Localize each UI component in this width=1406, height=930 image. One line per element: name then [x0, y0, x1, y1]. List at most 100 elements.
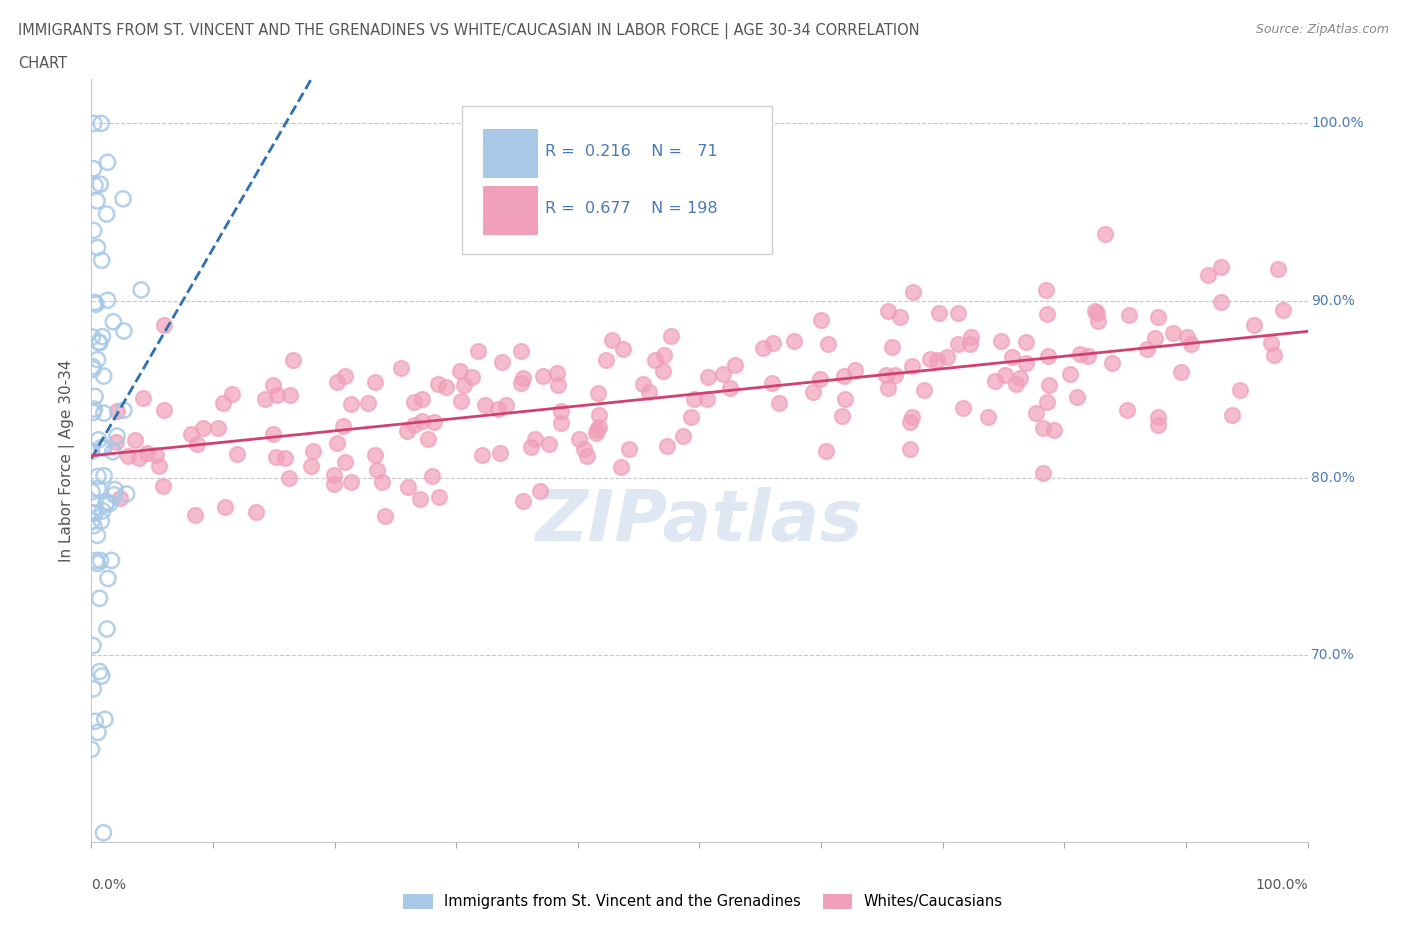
Point — [1085, 306, 1108, 321]
Point — [815, 444, 838, 458]
Point — [402, 394, 425, 409]
Point — [718, 380, 741, 395]
Point — [179, 427, 201, 442]
Point — [84, 297, 107, 312]
Point — [1229, 382, 1251, 397]
Point — [946, 337, 969, 352]
Point — [1146, 410, 1168, 425]
Point — [711, 367, 734, 382]
Point — [84, 714, 107, 729]
Point — [619, 442, 641, 457]
Point — [723, 358, 745, 373]
Point — [1175, 330, 1198, 345]
Point — [817, 337, 839, 352]
Point — [87, 724, 110, 739]
Point — [936, 350, 959, 365]
Point — [184, 508, 207, 523]
Point — [333, 455, 356, 470]
Point — [356, 395, 378, 410]
Point — [918, 352, 941, 366]
Point — [82, 161, 104, 176]
Point — [426, 377, 449, 392]
Point — [89, 591, 111, 605]
Point — [86, 193, 108, 208]
Point — [86, 556, 108, 571]
Point — [364, 448, 387, 463]
Point — [103, 487, 125, 502]
Point — [510, 343, 533, 358]
Point — [491, 354, 513, 369]
Point — [366, 462, 388, 477]
Point — [946, 306, 969, 321]
Point — [1032, 465, 1054, 480]
Text: 0.0%: 0.0% — [91, 878, 127, 892]
Point — [87, 335, 110, 350]
Point — [609, 459, 631, 474]
Point — [529, 484, 551, 498]
Point — [83, 116, 105, 131]
Point — [136, 445, 159, 460]
Point — [898, 415, 921, 430]
Point — [638, 384, 661, 399]
Point — [339, 396, 361, 411]
Point — [280, 387, 302, 402]
Point — [325, 436, 347, 451]
Point — [262, 427, 284, 442]
Point — [762, 336, 785, 351]
Point — [266, 387, 288, 402]
Text: 100.0%: 100.0% — [1312, 116, 1364, 130]
Point — [471, 447, 494, 462]
Point — [389, 361, 412, 376]
Point — [1036, 349, 1059, 364]
Point — [434, 379, 457, 394]
Point — [595, 352, 617, 367]
Point — [83, 295, 105, 310]
Point — [186, 436, 208, 451]
Point — [495, 397, 517, 412]
Point — [90, 440, 112, 455]
Point — [82, 362, 104, 377]
Point — [87, 469, 110, 484]
Point — [84, 553, 107, 568]
Point — [96, 206, 118, 221]
Point — [83, 518, 105, 533]
Point — [274, 450, 297, 465]
Point — [112, 324, 135, 339]
Text: 70.0%: 70.0% — [1312, 648, 1355, 662]
Point — [461, 369, 484, 384]
Point — [103, 314, 125, 329]
Point — [212, 395, 235, 410]
Text: R =  0.677    N = 198: R = 0.677 N = 198 — [546, 201, 717, 216]
Text: 90.0%: 90.0% — [1312, 294, 1355, 308]
Point — [588, 407, 610, 422]
Text: IMMIGRANTS FROM ST. VINCENT AND THE GRENADINES VS WHITE/CAUCASIAN IN LABOR FORCE: IMMIGRANTS FROM ST. VINCENT AND THE GREN… — [18, 23, 920, 39]
Point — [90, 513, 112, 528]
Point — [98, 497, 121, 512]
Point — [600, 333, 623, 348]
Point — [145, 447, 167, 462]
Point — [115, 486, 138, 501]
Point — [977, 409, 1000, 424]
Point — [84, 178, 107, 193]
Point — [83, 223, 105, 238]
Point — [467, 344, 489, 359]
Point — [994, 367, 1017, 382]
Point — [474, 398, 496, 413]
Point — [1209, 259, 1232, 274]
Point — [450, 393, 472, 408]
Point — [512, 493, 534, 508]
Point — [82, 505, 104, 520]
Point — [96, 495, 118, 510]
Point — [586, 385, 609, 400]
Point — [834, 392, 856, 406]
Point — [808, 372, 831, 387]
Point — [810, 312, 832, 327]
Point — [129, 283, 152, 298]
Point — [371, 474, 394, 489]
Point — [87, 432, 110, 447]
Point — [96, 621, 118, 636]
Point — [1032, 421, 1054, 436]
Point — [82, 682, 104, 697]
Text: CHART: CHART — [18, 56, 67, 71]
Point — [90, 116, 112, 131]
